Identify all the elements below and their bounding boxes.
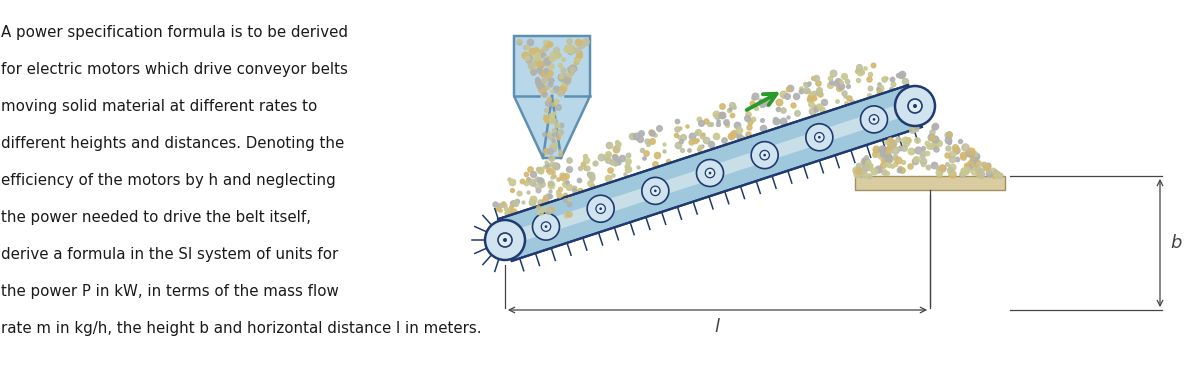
Text: moving solid material at different rates to: moving solid material at different rates…: [1, 99, 318, 114]
Circle shape: [485, 220, 526, 260]
Circle shape: [860, 106, 888, 133]
Text: A power specification formula is to be derived: A power specification formula is to be d…: [1, 25, 348, 40]
Circle shape: [706, 168, 715, 178]
Circle shape: [908, 99, 922, 113]
Circle shape: [869, 115, 878, 124]
Circle shape: [913, 104, 917, 108]
Circle shape: [545, 225, 547, 228]
Text: for electric motors which drive conveyor belts: for electric motors which drive conveyor…: [1, 62, 348, 77]
Circle shape: [806, 124, 833, 151]
Polygon shape: [514, 36, 590, 158]
Text: the power needed to drive the belt itself,: the power needed to drive the belt itsel…: [1, 210, 311, 225]
Circle shape: [751, 142, 778, 169]
Circle shape: [696, 160, 724, 186]
Circle shape: [895, 86, 935, 126]
Text: the power P in kW, in terms of the mass flow: the power P in kW, in terms of the mass …: [1, 284, 338, 299]
Circle shape: [654, 189, 656, 192]
Circle shape: [533, 213, 559, 240]
Circle shape: [760, 150, 769, 160]
Bar: [856, 176, 1006, 190]
Text: $l$: $l$: [714, 318, 721, 336]
Text: derive a formula in the SI system of units for: derive a formula in the SI system of uni…: [1, 247, 338, 262]
Text: $b$: $b$: [1170, 234, 1182, 252]
Circle shape: [763, 154, 766, 156]
Circle shape: [650, 186, 660, 195]
Circle shape: [709, 172, 712, 174]
Text: different heights and distances. Denoting the: different heights and distances. Denotin…: [1, 136, 344, 151]
Circle shape: [599, 208, 602, 210]
Circle shape: [818, 136, 821, 139]
Circle shape: [815, 133, 824, 142]
Circle shape: [541, 222, 551, 231]
Circle shape: [642, 177, 668, 204]
Circle shape: [498, 233, 512, 247]
Circle shape: [587, 195, 614, 222]
Polygon shape: [498, 85, 922, 261]
Polygon shape: [503, 100, 917, 246]
Text: efficiency of the motors by h and neglecting: efficiency of the motors by h and neglec…: [1, 173, 336, 188]
Circle shape: [872, 118, 875, 121]
Circle shape: [596, 204, 605, 214]
Text: rate m in kg/h, the height b and horizontal distance l in meters.: rate m in kg/h, the height b and horizon…: [1, 321, 481, 336]
Circle shape: [503, 238, 508, 242]
